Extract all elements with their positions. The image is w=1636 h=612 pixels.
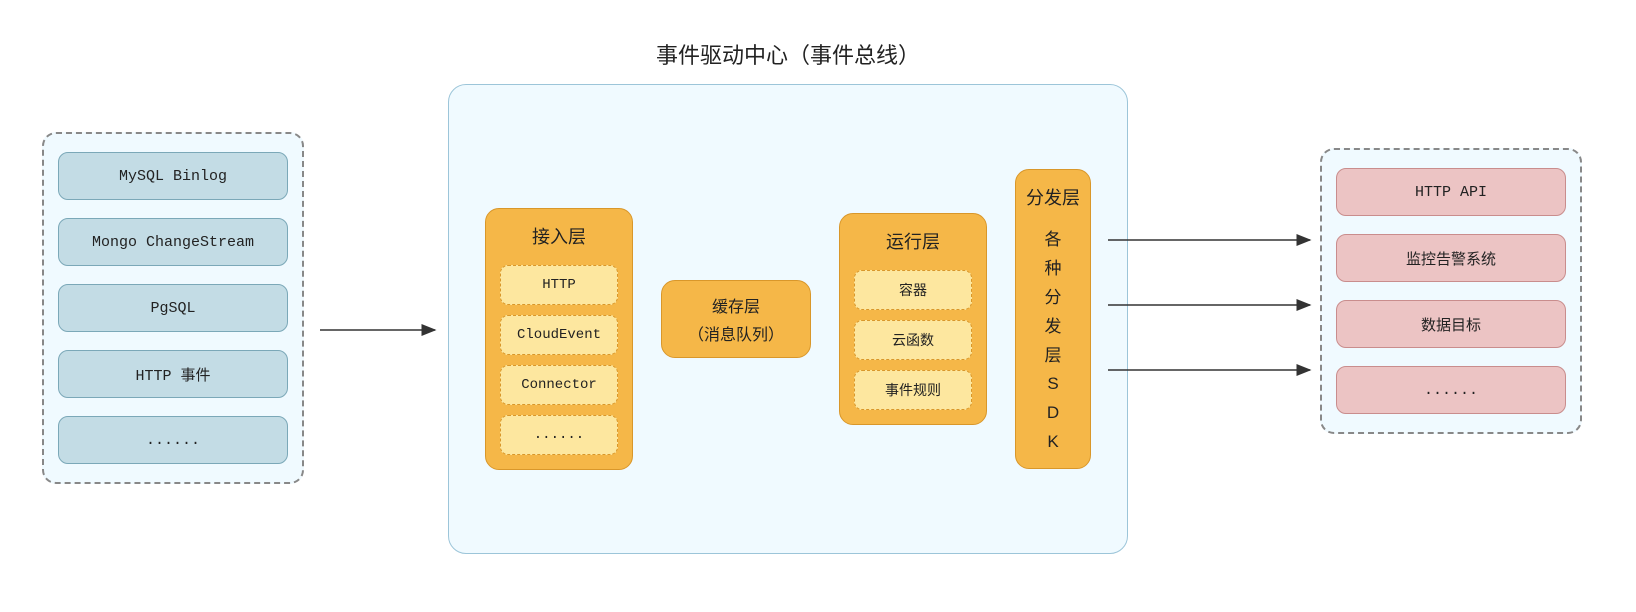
runtime-layer-item: 容器 bbox=[854, 270, 972, 310]
runtime-layer-title: 运行层 bbox=[886, 228, 940, 254]
access-layer-item: Connector bbox=[500, 365, 618, 405]
access-layer-item: HTTP bbox=[500, 265, 618, 305]
target-item: HTTP API bbox=[1336, 168, 1566, 216]
source-item: PgSQL bbox=[58, 284, 288, 332]
source-item: MySQL Binlog bbox=[58, 152, 288, 200]
center-wrapper: 事件驱动中心（事件总线） 接入层 HTTP CloudEvent Connect… bbox=[448, 38, 1128, 554]
runtime-layer-item: 云函数 bbox=[854, 320, 972, 360]
target-item: 数据目标 bbox=[1336, 300, 1566, 348]
dispatch-char: 分 bbox=[1045, 284, 1062, 313]
dispatch-layer: 分发层 各 种 分 发 层 S D K bbox=[1015, 169, 1091, 469]
access-layer-title: 接入层 bbox=[532, 223, 586, 249]
target-item: ...... bbox=[1336, 366, 1566, 414]
dispatch-char: D bbox=[1047, 399, 1059, 428]
target-item: 监控告警系统 bbox=[1336, 234, 1566, 282]
dispatch-layer-content: 各 种 分 发 层 S D K bbox=[1045, 226, 1062, 457]
cache-layer: 缓存层 （消息队列） bbox=[661, 280, 811, 358]
access-layer: 接入层 HTTP CloudEvent Connector ...... bbox=[485, 208, 633, 470]
dispatch-char: 各 bbox=[1045, 226, 1062, 255]
dispatch-layer-title: 分发层 bbox=[1026, 184, 1080, 210]
runtime-layer-item: 事件规则 bbox=[854, 370, 972, 410]
runtime-layer: 运行层 容器 云函数 事件规则 bbox=[839, 213, 987, 425]
sources-container: MySQL Binlog Mongo ChangeStream PgSQL HT… bbox=[42, 132, 304, 484]
dispatch-char: 层 bbox=[1045, 342, 1062, 371]
dispatch-char: 发 bbox=[1045, 313, 1062, 342]
cache-layer-subtitle: （消息队列） bbox=[688, 321, 784, 345]
access-layer-item: ...... bbox=[500, 415, 618, 455]
dispatch-char: K bbox=[1047, 428, 1058, 457]
center-container: 接入层 HTTP CloudEvent Connector ...... 缓存层… bbox=[448, 84, 1128, 554]
access-layer-item: CloudEvent bbox=[500, 315, 618, 355]
source-item: Mongo ChangeStream bbox=[58, 218, 288, 266]
center-title: 事件驱动中心（事件总线） bbox=[656, 38, 920, 70]
dispatch-char: 种 bbox=[1045, 255, 1062, 284]
architecture-diagram: MySQL Binlog Mongo ChangeStream PgSQL HT… bbox=[0, 0, 1636, 612]
targets-container: HTTP API 监控告警系统 数据目标 ...... bbox=[1320, 148, 1582, 434]
dispatch-char: S bbox=[1047, 370, 1058, 399]
source-item: ...... bbox=[58, 416, 288, 464]
source-item: HTTP 事件 bbox=[58, 350, 288, 398]
cache-layer-title: 缓存层 bbox=[712, 293, 760, 317]
